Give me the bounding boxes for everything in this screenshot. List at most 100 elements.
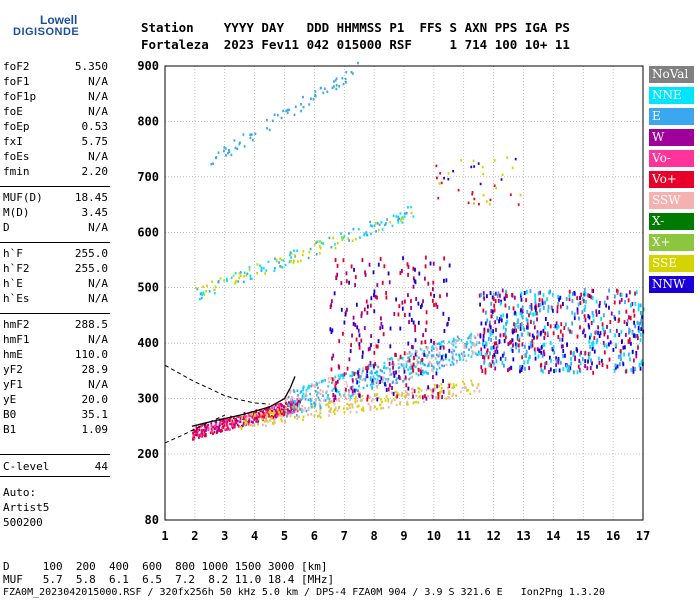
data-point: [500, 318, 503, 323]
data-point: [286, 412, 289, 416]
data-point: [333, 408, 336, 412]
param-value: N/A: [88, 75, 108, 88]
data-point: [449, 382, 452, 386]
data-point: [245, 417, 248, 420]
data-point: [324, 378, 327, 382]
data-point: [300, 390, 303, 393]
data-point: [356, 405, 359, 408]
data-point: [447, 382, 450, 386]
data-point: [615, 328, 618, 333]
data-point: [281, 404, 283, 407]
data-point: [441, 355, 443, 360]
data-point: [524, 366, 526, 371]
data-point: [443, 278, 445, 283]
data-point: [468, 335, 471, 339]
data-point: [265, 411, 268, 415]
data-point: [389, 367, 391, 371]
data-point: [453, 349, 456, 353]
data-point: [405, 393, 408, 397]
data-point: [399, 354, 402, 359]
data-point: [341, 76, 344, 80]
data-point: [415, 372, 418, 375]
data-point: [216, 430, 219, 433]
data-point: [327, 377, 330, 380]
data-point: [584, 364, 587, 369]
data-point: [304, 394, 307, 398]
data-point: [342, 258, 345, 263]
data-point: [301, 410, 303, 414]
data-point: [501, 288, 504, 293]
data-point: [215, 424, 218, 427]
data-point: [450, 342, 453, 346]
data-point: [343, 392, 346, 395]
data-point: [327, 385, 330, 388]
data-point: [208, 290, 211, 293]
data-point: [370, 296, 373, 301]
data-point: [562, 354, 565, 359]
data-point: [292, 259, 295, 263]
data-point: [555, 326, 558, 331]
x-tick-label: 10: [427, 529, 441, 543]
data-point: [528, 366, 531, 371]
param-name: B1: [3, 423, 17, 436]
data-point: [539, 308, 541, 313]
data-point: [465, 359, 468, 363]
data-point: [482, 291, 485, 296]
data-point: [441, 364, 443, 367]
data-point: [489, 329, 491, 334]
data-point: [402, 363, 405, 367]
data-point: [480, 352, 483, 357]
data-point: [535, 311, 538, 316]
data-point: [512, 343, 514, 348]
data-point: [571, 298, 574, 303]
data-point: [430, 362, 433, 365]
data-point: [485, 350, 488, 355]
data-point: [330, 246, 333, 249]
data-point: [435, 395, 437, 399]
data-point: [458, 355, 461, 358]
data-point: [376, 393, 379, 396]
data-point: [600, 316, 603, 321]
data-point: [570, 330, 573, 335]
data-point: [529, 304, 531, 309]
data-point: [555, 356, 558, 361]
data-point: [280, 116, 283, 120]
data-point: [595, 309, 598, 314]
data-point: [486, 294, 488, 299]
data-point: [597, 330, 599, 335]
data-point: [347, 389, 350, 392]
data-point: [439, 172, 442, 175]
data-point: [562, 301, 564, 306]
data-point: [585, 299, 587, 304]
footer-muf-line: MUF 5.7 5.8 6.1 6.5 7.2 8.2 11.0 18.4 [M…: [3, 573, 335, 586]
data-point: [366, 397, 369, 402]
data-point: [603, 313, 605, 318]
logo-brand: Lowell: [40, 13, 78, 27]
data-point: [304, 407, 306, 410]
data-point: [344, 387, 347, 392]
data-point: [437, 355, 440, 358]
legend-item: NoVal: [649, 66, 694, 83]
data-point: [310, 412, 313, 416]
data-point: [385, 387, 388, 392]
data-point: [412, 394, 414, 399]
data-point: [537, 291, 540, 296]
data-point: [416, 362, 419, 366]
data-point: [637, 307, 640, 312]
data-point: [349, 396, 352, 399]
data-point: [601, 322, 604, 327]
param-row: fmin 2.20: [3, 165, 108, 180]
data-point: [380, 221, 383, 224]
data-point: [355, 377, 358, 381]
data-point: [541, 298, 544, 303]
data-point: [355, 337, 358, 342]
data-point: [390, 401, 393, 405]
data-point: [336, 263, 339, 268]
param-name: foEs: [3, 150, 30, 163]
data-point: [328, 414, 331, 417]
data-point: [318, 414, 321, 417]
param-name: foF2: [3, 60, 30, 73]
data-point: [294, 105, 297, 109]
data-point: [637, 336, 639, 341]
data-point: [219, 430, 222, 433]
